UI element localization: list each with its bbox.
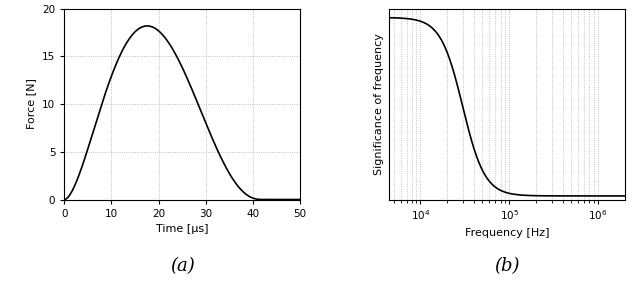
X-axis label: Frequency [Hz]: Frequency [Hz] <box>465 228 549 238</box>
Title: (b): (b) <box>494 257 520 275</box>
Y-axis label: Force [N]: Force [N] <box>26 79 37 129</box>
Y-axis label: Significance of frequency: Significance of frequency <box>374 33 384 175</box>
X-axis label: Time [μs]: Time [μs] <box>156 224 209 234</box>
Title: (a): (a) <box>170 257 194 275</box>
